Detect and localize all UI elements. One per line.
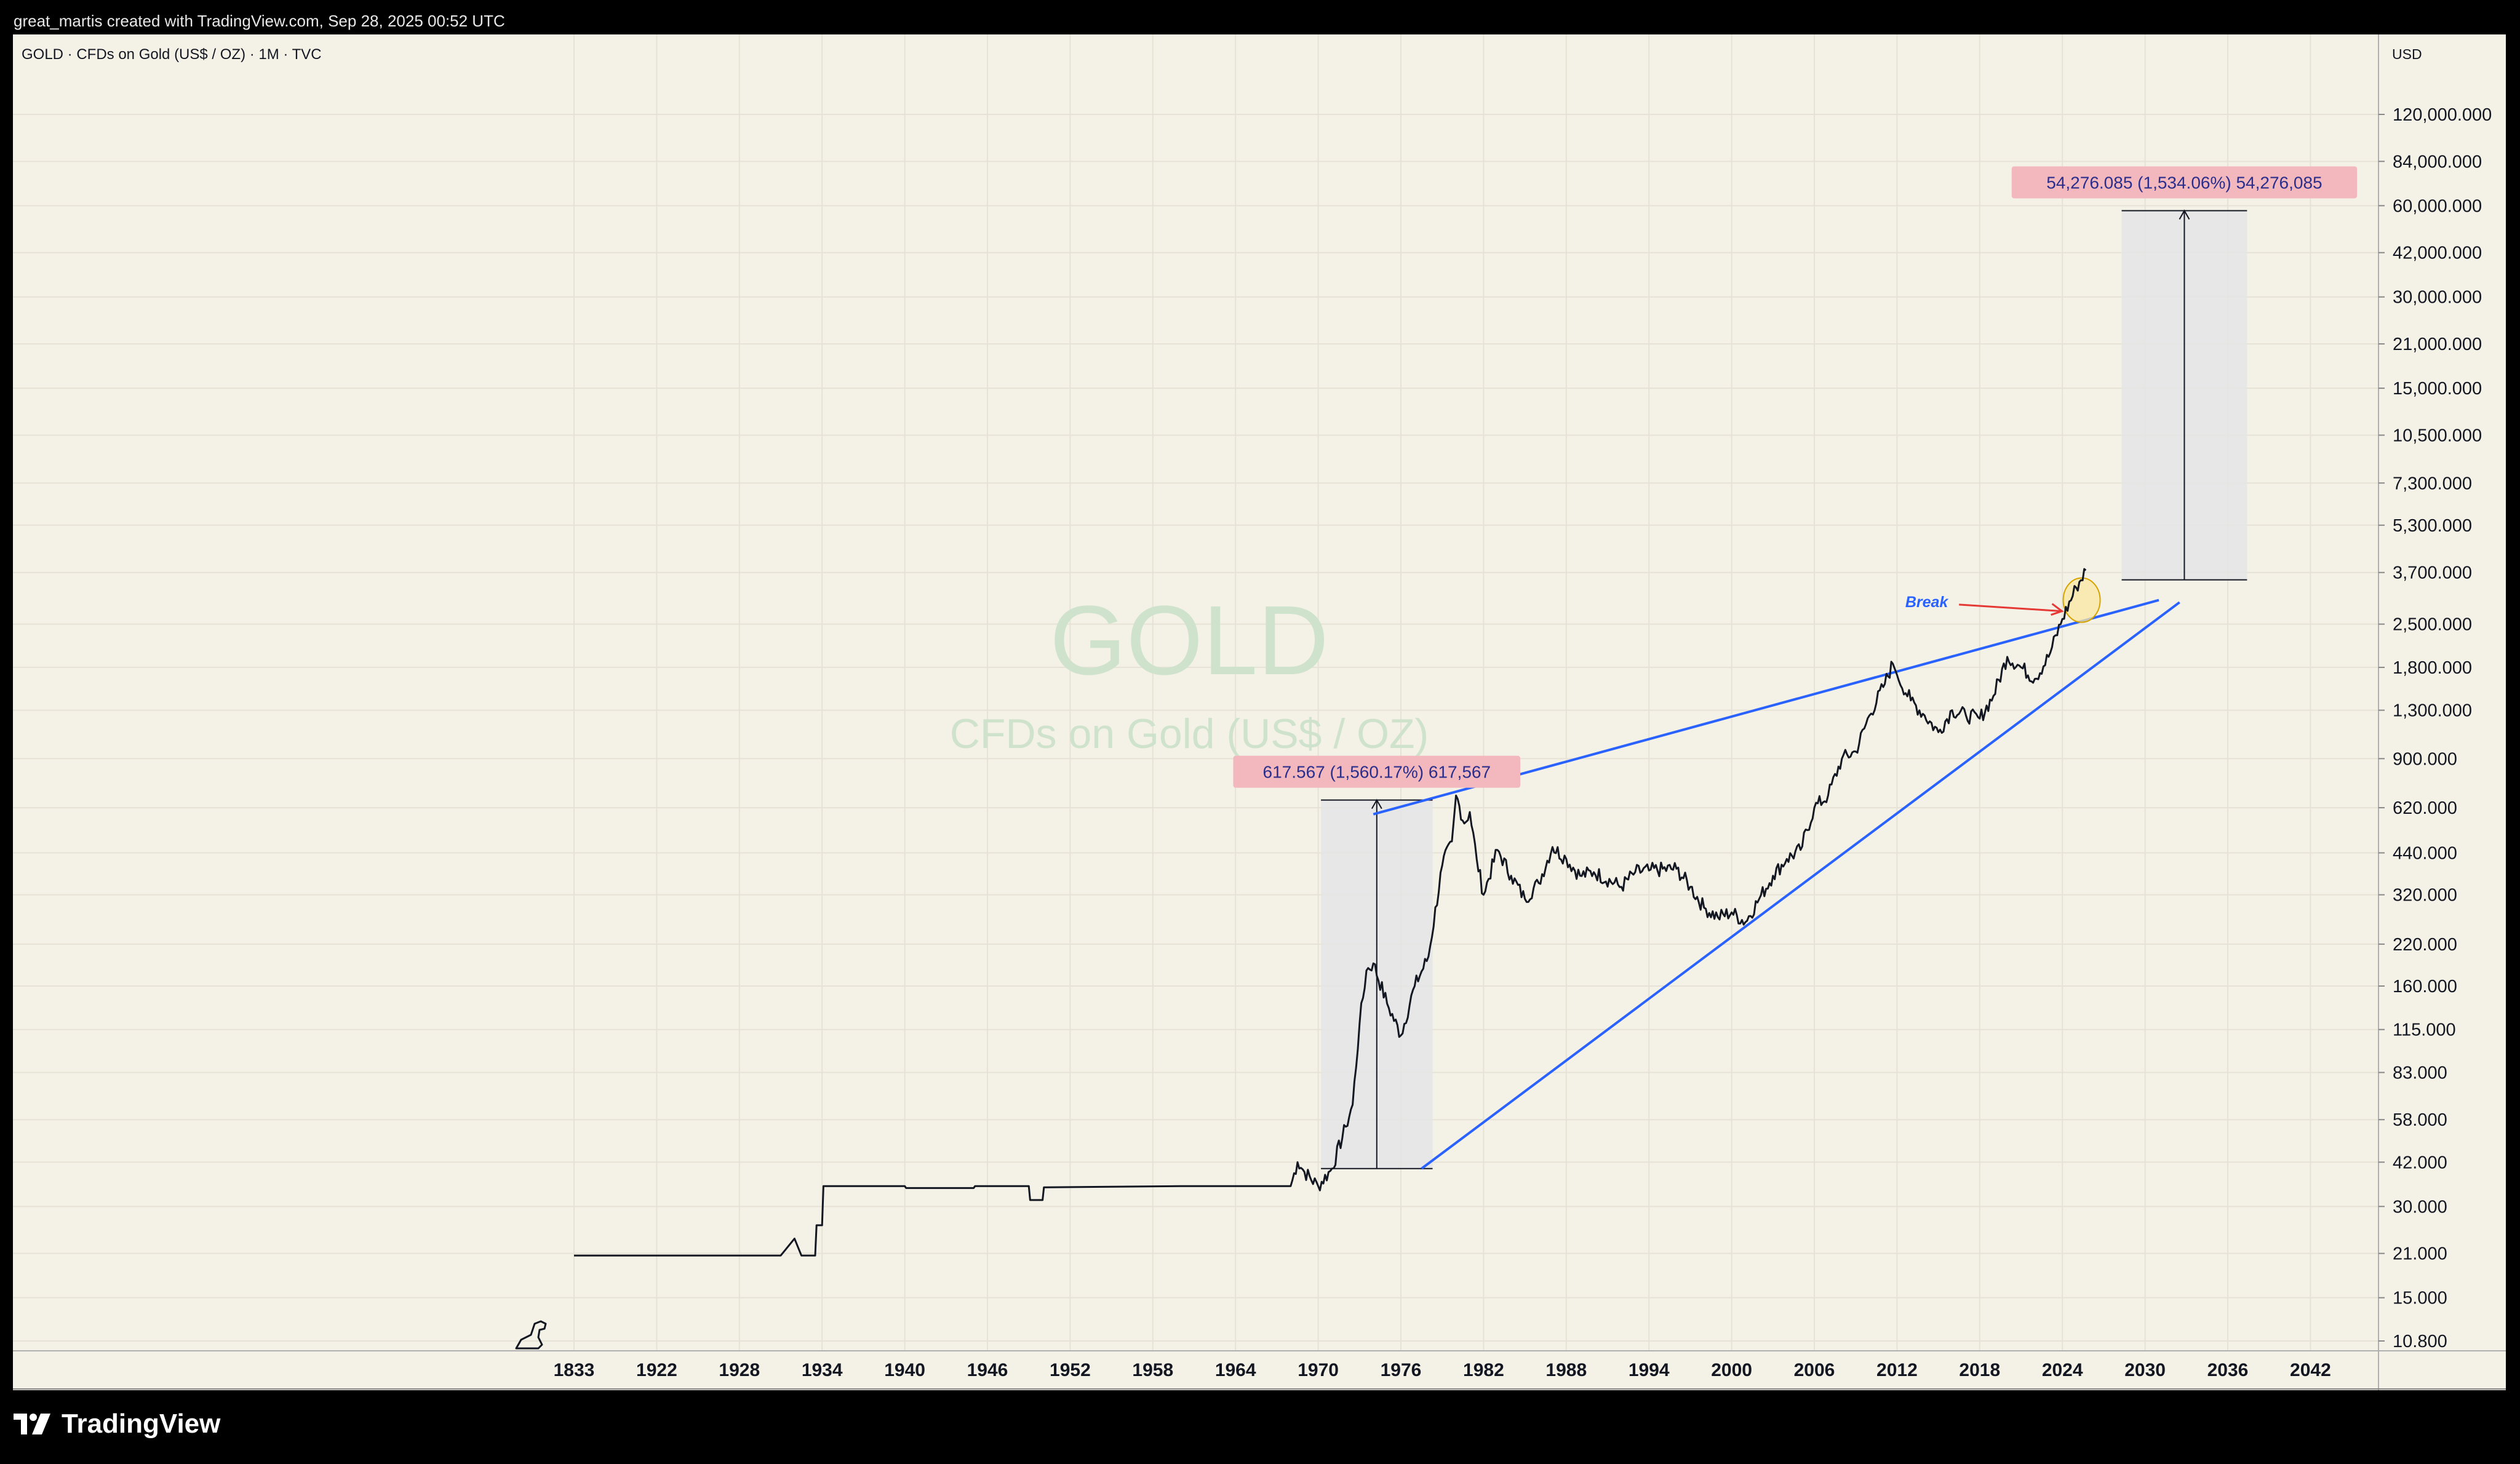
- price-tick-label: 1,800.000: [2393, 658, 2472, 678]
- price-tick-label: 42,000.000: [2393, 244, 2482, 263]
- measure-ranges: [1321, 209, 2247, 1169]
- chart-caption: great_martis created with TradingView.co…: [14, 12, 505, 30]
- price-axis[interactable]: 120,000.000 84,000.000 60,000.000 42,000.00…: [2378, 105, 2492, 1351]
- price-tick-label: 440.000: [2393, 843, 2457, 863]
- time-tick-label: 2006: [1794, 1360, 1835, 1380]
- time-tick-label: 1988: [1545, 1360, 1587, 1380]
- price-tick-label: 84,000.000: [2393, 152, 2482, 172]
- measure-label-box[interactable]: [2011, 166, 2358, 199]
- price-tick-label: 620.000: [2393, 798, 2457, 818]
- measure-arrowhead: [2179, 209, 2190, 220]
- time-tick-label: 1952: [1050, 1360, 1091, 1380]
- price-tick-label: 21,000.000: [2393, 335, 2482, 354]
- time-tick-label: 1922: [636, 1360, 677, 1380]
- price-tick-label: 30.000: [2393, 1197, 2447, 1217]
- price-tick-label: 160.000: [2393, 977, 2457, 997]
- footer-bar: [0, 1391, 2520, 1464]
- measure-label-text: 54,276.085 (1,534.06%) 54,276,085: [2046, 173, 2322, 192]
- price-tick-label: 15,000.000: [2393, 379, 2482, 399]
- tradingview-logo-icon: [14, 1414, 52, 1434]
- time-tick-label: 1970: [1298, 1360, 1339, 1380]
- time-tick-label: 2024: [2042, 1360, 2083, 1380]
- price-series-line: [574, 568, 2087, 1257]
- time-tick-label: 1976: [1381, 1360, 1422, 1380]
- price-tick-label: 220.000: [2393, 935, 2457, 955]
- symbol-watermark: GOLD CFDs on Gold (US$ / OZ): [950, 585, 1429, 757]
- price-tick-label: 83.000: [2393, 1063, 2447, 1083]
- time-tick-label: 2018: [1959, 1360, 2000, 1380]
- price-tick-label: 120,000.000: [2393, 105, 2492, 125]
- time-tick-label: 1994: [1629, 1360, 1670, 1380]
- measure-label-box[interactable]: [1233, 755, 1521, 788]
- break-label: Break: [1905, 594, 1949, 611]
- watermark-subtitle: CFDs on Gold (US$ / OZ): [950, 710, 1429, 757]
- time-tick-label: 1982: [1463, 1360, 1504, 1380]
- time-tick-label: 2036: [2207, 1360, 2249, 1380]
- measure-arrowhead: [1371, 798, 1382, 810]
- price-tick-label: 30,000.000: [2393, 288, 2482, 308]
- time-tick-label: 1958: [1132, 1360, 1173, 1380]
- time-tick-label: 1934: [802, 1360, 843, 1380]
- time-tick-label: 1946: [967, 1360, 1008, 1380]
- chart-canvas[interactable]: GOLD CFDs on Gold (US$ / OZ) 617.567 (1,…: [13, 34, 2506, 1390]
- time-tick-label: 1833: [554, 1360, 595, 1380]
- currency-label: USD: [2392, 46, 2422, 62]
- brand-name: TradingView: [62, 1409, 221, 1439]
- dino-icon: [515, 1320, 547, 1350]
- symbol-header: GOLD · CFDs on Gold (US$ / OZ) · 1M · TV…: [22, 46, 322, 63]
- trendline[interactable]: [1421, 601, 2180, 1170]
- price-tick-label: 15.000: [2393, 1289, 2447, 1308]
- price-tick-label: 7,300.000: [2393, 474, 2472, 493]
- price-tick-label: 60,000.000: [2393, 196, 2482, 216]
- time-tick-label: 2000: [1711, 1360, 1752, 1380]
- time-tick-label: 1940: [884, 1360, 925, 1380]
- price-tick-label: 320.000: [2393, 886, 2457, 905]
- price-tick-label: 1,300.000: [2393, 701, 2472, 721]
- measure-label-text: 617.567 (1,560.17%) 617,567: [1263, 763, 1491, 782]
- break-arrowhead: [2051, 603, 2064, 616]
- price-tick-label: 10.800: [2393, 1332, 2447, 1351]
- price-tick-label: 5,300.000: [2393, 516, 2472, 536]
- time-tick-label: 2012: [1876, 1360, 1918, 1380]
- price-tick-label: 115.000: [2393, 1020, 2456, 1040]
- price-tick-label: 58.000: [2393, 1110, 2447, 1130]
- price-tick-label: 42.000: [2393, 1153, 2447, 1172]
- tradingview-brand[interactable]: TradingView: [14, 1409, 220, 1439]
- price-tick-label: 3,700.000: [2393, 563, 2472, 583]
- chart-panel[interactable]: GOLD CFDs on Gold (US$ / OZ) 617.567 (1,…: [13, 34, 2506, 1390]
- trendlines: [1373, 599, 2180, 1170]
- break-highlight-circle[interactable]: [2062, 577, 2101, 623]
- watermark-title: GOLD: [1050, 585, 1328, 695]
- break-arrow: [1959, 603, 2062, 613]
- price-tick-label: 900.000: [2393, 749, 2457, 769]
- time-tick-label: 1928: [719, 1360, 760, 1380]
- time-tick-label: 1964: [1215, 1360, 1256, 1380]
- price-tick-label: 10,500.000: [2393, 426, 2482, 445]
- annotation-layer: 617.567 (1,560.17%) 617,567 54,276.085 (1…: [1233, 166, 2358, 788]
- time-tick-label: 2030: [2124, 1360, 2166, 1380]
- time-axis[interactable]: 1833 1922 1928 1934 1940 1946 1952 1958 1964 1970…: [554, 1360, 2331, 1380]
- grid-lines: [13, 34, 2378, 1351]
- price-tick-label: 2,500.000: [2393, 615, 2472, 635]
- time-tick-label: 2042: [2290, 1360, 2331, 1380]
- price-tick-label: 21.000: [2393, 1244, 2447, 1264]
